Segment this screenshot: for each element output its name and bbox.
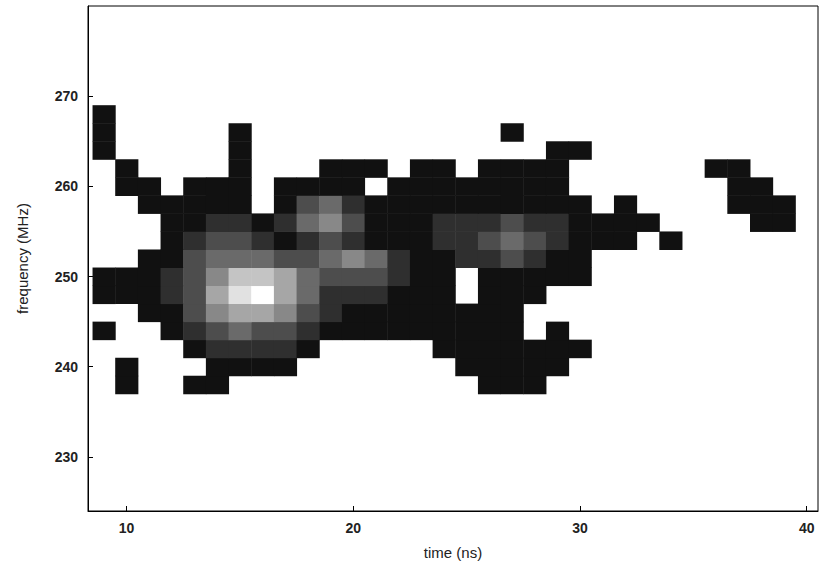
svg-text:10: 10 [119,520,135,536]
svg-text:30: 30 [572,520,588,536]
svg-text:20: 20 [345,520,361,536]
svg-text:230: 230 [55,449,79,465]
svg-text:time (ns): time (ns) [424,544,482,561]
svg-text:250: 250 [55,269,79,285]
svg-text:240: 240 [55,359,79,375]
svg-text:260: 260 [55,178,79,194]
svg-text:270: 270 [55,88,79,104]
svg-text:40: 40 [799,520,815,536]
svg-text:frequency (MHz): frequency (MHz) [14,203,31,314]
